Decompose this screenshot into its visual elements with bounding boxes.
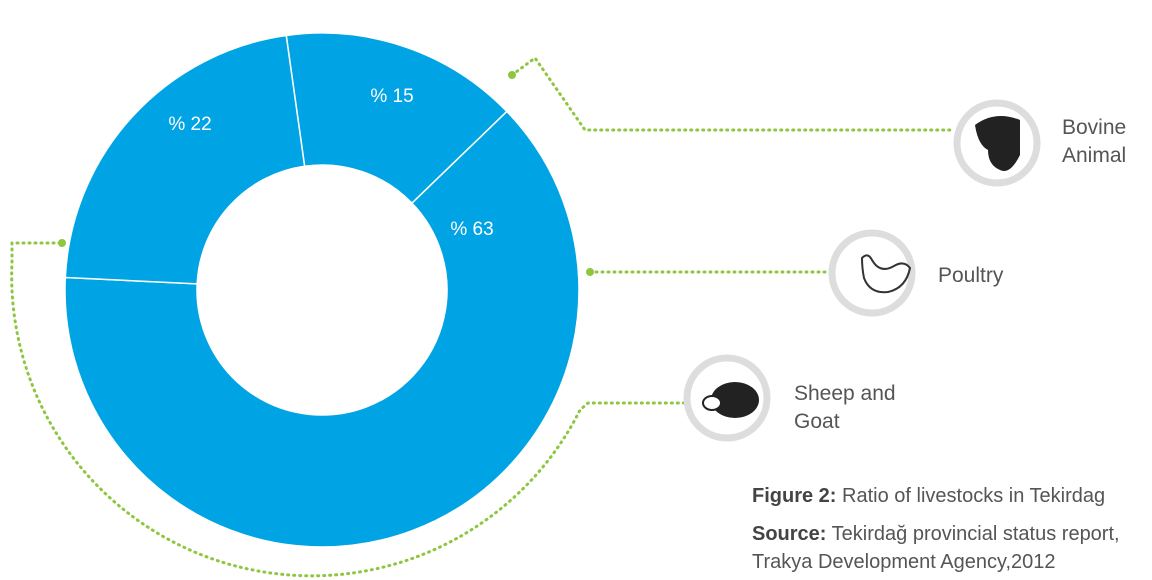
caption-label: Figure 2: (752, 485, 836, 507)
page: {"chart_data": {"type": "donut", "catego… (0, 0, 1152, 580)
legend-label: Bovine Animal (1062, 114, 1152, 170)
leader-dot (58, 239, 66, 247)
caption-text: Ratio of livestocks in Tekirdag (842, 485, 1105, 507)
value-label: % 22 (168, 114, 211, 135)
leader-dot (586, 268, 594, 276)
slice (65, 36, 304, 284)
legend-label: Sheep and Goat (794, 380, 924, 436)
icon-sheep-head (703, 396, 721, 410)
leader-dot (508, 71, 516, 79)
value-label: % 63 (450, 219, 493, 240)
figure-caption: Figure 2: Ratio of livestocks in Tekirda… (752, 482, 1152, 510)
source-caption: Source: Tekirdağ provincial status repor… (752, 520, 1152, 576)
leader-line (512, 58, 950, 130)
source-label: Source: (752, 523, 826, 545)
value-label: % 15 (370, 86, 413, 107)
icon-ring (832, 233, 912, 313)
legend-label: Poultry (938, 262, 1003, 290)
